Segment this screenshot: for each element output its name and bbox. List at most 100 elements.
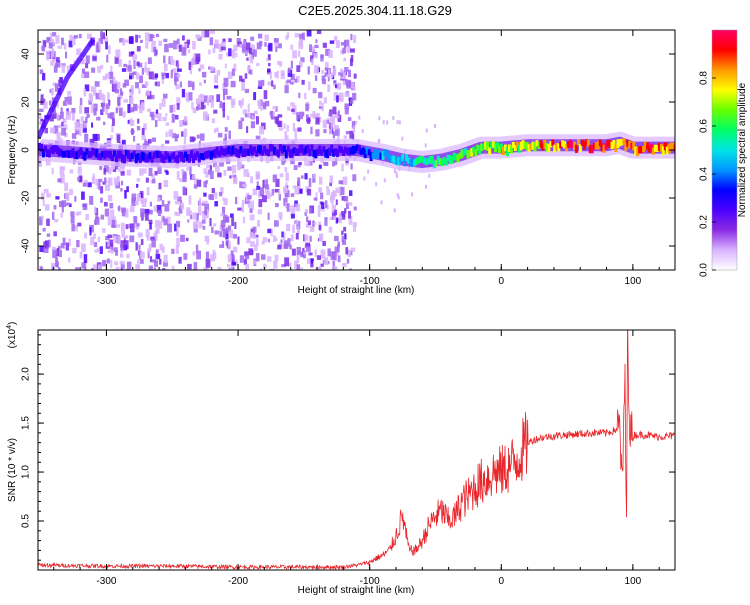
heatmap-cell [344, 208, 347, 214]
ridge-cell [320, 149, 324, 156]
heatmap-cell [107, 177, 113, 186]
heatmap-cell [116, 134, 121, 144]
heatmap-cell [135, 264, 139, 270]
ridge-cell [243, 148, 247, 157]
ridge-cell [237, 149, 241, 159]
heatmap-cell [249, 231, 254, 239]
heatmap-cell [263, 90, 268, 100]
heatmap-cell [163, 218, 168, 226]
ridge-cell [290, 149, 294, 158]
heatmap-cell [334, 35, 338, 42]
heatmap-cell [147, 108, 151, 112]
heatmap-cell [106, 258, 110, 264]
heatmap-cell [114, 261, 118, 266]
heatmap-cell [148, 265, 153, 270]
heatmap-cell [126, 169, 132, 176]
heatmap-cell [150, 236, 155, 241]
heatmap-cell [286, 223, 291, 232]
heatmap-cell [52, 82, 56, 87]
heatmap-cell [42, 200, 45, 206]
heatmap-cell [173, 191, 179, 200]
ridge-cell [596, 140, 600, 150]
heatmap-cell [270, 110, 274, 119]
heatmap-cell [250, 176, 254, 184]
ridge-cell [113, 150, 117, 157]
heatmap-cell [247, 103, 250, 113]
ridge-cell [622, 138, 626, 145]
heatmap-cell [83, 70, 86, 79]
heatmap-cell [386, 120, 389, 125]
heatmap-cell [239, 75, 243, 82]
heatmap-cell [69, 188, 74, 196]
heatmap-cell [411, 192, 414, 197]
ridge-cell [397, 157, 401, 166]
heatmap-cell [182, 119, 188, 126]
ridge-cell [614, 143, 618, 153]
heatmap-cell [286, 79, 291, 83]
heatmap-cell [283, 186, 288, 194]
heatmap-cell [170, 69, 173, 79]
ridge-cell [190, 150, 194, 158]
heatmap-cell [45, 240, 49, 249]
heatmap-cell [124, 235, 129, 239]
heatmap-cell [155, 109, 159, 114]
heatmap-cell [295, 203, 301, 212]
heatmap-cell [54, 83, 59, 92]
heatmap-cell [136, 61, 140, 66]
heatmap-cell [396, 174, 399, 179]
heatmap-cell [337, 255, 341, 263]
ridge-cell [584, 139, 588, 147]
heatmap-cell [58, 267, 61, 270]
heatmap-cell [211, 187, 215, 194]
heatmap-cell [147, 139, 152, 144]
heatmap-cell [42, 72, 46, 81]
heatmap-cell [167, 200, 171, 205]
heatmap-cell [375, 182, 378, 187]
heatmap-cell [130, 130, 135, 134]
heatmap-cell [183, 116, 188, 122]
ridge-cell [152, 152, 156, 159]
heatmap-cell [140, 199, 144, 204]
heatmap-cell [341, 210, 346, 218]
heatmap-cell [350, 163, 353, 170]
ridge-cell [203, 151, 207, 159]
heatmap-cell [323, 129, 327, 134]
heatmap-cell [328, 122, 332, 129]
heatmap-cell [110, 135, 113, 140]
heatmap-cell [59, 166, 65, 176]
heatmap-cell [110, 65, 113, 75]
heatmap-cell [171, 248, 175, 254]
heatmap-cell [123, 237, 126, 242]
heatmap-cell [305, 208, 308, 213]
heatmap-cell [277, 120, 282, 127]
heatmap-cell [55, 57, 60, 63]
heatmap-cell [296, 221, 301, 230]
ridge-cell [195, 151, 199, 158]
heatmap-cell [320, 54, 324, 62]
heatmap-cell [71, 112, 75, 121]
heatmap-cell [151, 114, 155, 121]
ridge-cell [164, 151, 168, 160]
heatmap-cell [39, 216, 43, 226]
x-tick-label: 0 [498, 276, 504, 287]
heatmap-cell [206, 98, 210, 106]
heatmap-cell [176, 196, 182, 202]
heatmap-cell [50, 87, 54, 96]
heatmap-cell [163, 254, 168, 263]
heatmap-cell [141, 201, 147, 208]
heatmap-cell [56, 101, 59, 109]
ridge-cell [73, 151, 77, 160]
heatmap-cell [202, 200, 208, 205]
heatmap-cell [337, 110, 340, 116]
heatmap-cell [52, 128, 55, 133]
ridge-cell [235, 148, 239, 158]
ridge-cell [116, 150, 120, 159]
ridge-cell [174, 156, 178, 163]
heatmap-cell [144, 81, 149, 87]
heatmap-cell [50, 60, 54, 66]
heatmap-cell [309, 207, 312, 212]
ridge-cell [318, 145, 322, 155]
heatmap-cell [256, 63, 260, 67]
heatmap-cell [294, 78, 298, 83]
ridge-cell [85, 148, 89, 155]
